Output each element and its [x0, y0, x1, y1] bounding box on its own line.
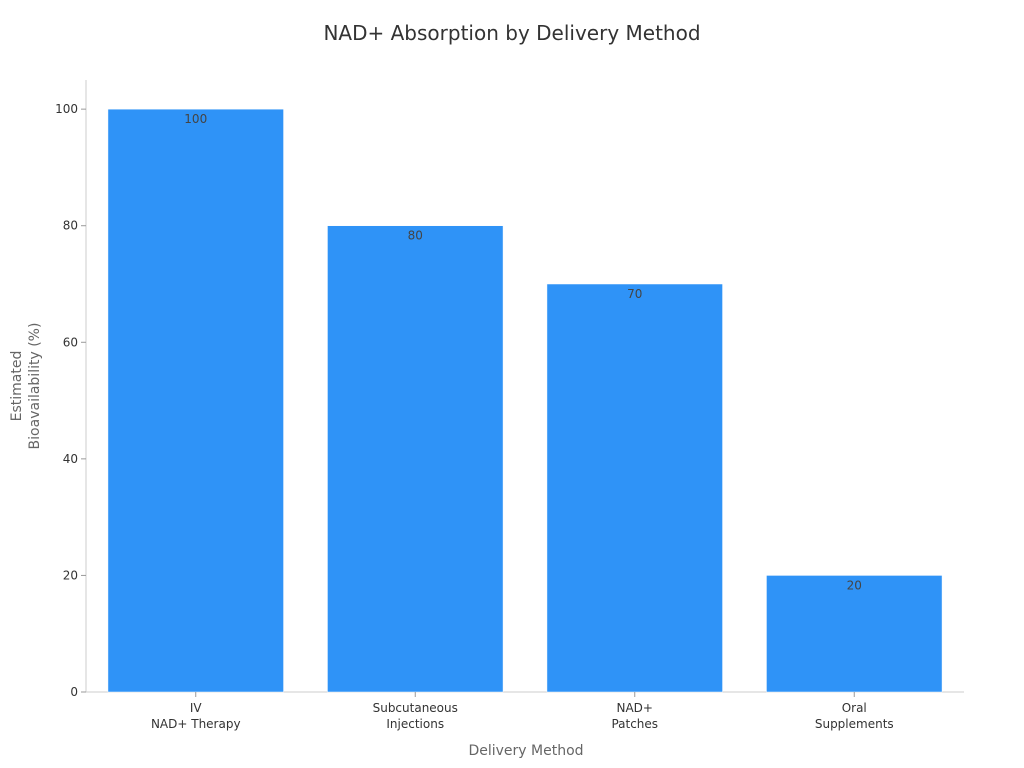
y-axis-title-text: Estimated Bioavailability (%)	[9, 323, 43, 450]
bar	[327, 225, 504, 693]
y-tick-label: 60	[63, 335, 78, 349]
x-tick-label-line: NAD+	[617, 701, 653, 715]
bar	[546, 283, 723, 693]
bar-value-label: 100	[184, 112, 207, 126]
x-tick-label-line: NAD+ Therapy	[151, 717, 241, 731]
y-axis-title-line: Bioavailability (%)	[27, 323, 43, 450]
y-tick-label: 0	[70, 685, 78, 699]
x-tick-label-line: Subcutaneous	[373, 701, 458, 715]
x-ticks: IV NAD+ Therapy Subcutaneous Injections NAD+…	[151, 692, 894, 731]
x-tick-label: NAD+ Patches	[611, 701, 658, 731]
y-tick-label: 40	[63, 452, 78, 466]
y-axis-title-line: Estimated	[9, 351, 25, 422]
y-axis-title: Estimated Bioavailability (%)	[9, 323, 43, 450]
x-tick-label-line: IV	[190, 701, 203, 715]
bar-value-label: 20	[847, 578, 862, 592]
x-tick-label-line: Patches	[611, 717, 658, 731]
bar-value-label: 80	[408, 229, 423, 243]
bar-value-label: 70	[627, 287, 642, 301]
y-tick-label: 100	[55, 102, 78, 116]
chart-title: NAD+ Absorption by Delivery Method	[323, 21, 700, 45]
bars	[107, 108, 943, 693]
x-tick-label-line: Supplements	[815, 717, 894, 731]
bar	[107, 108, 284, 693]
bar	[766, 575, 943, 693]
x-tick-label-line: Oral	[842, 701, 867, 715]
y-ticks: 0 20 40 60 80 100	[55, 102, 86, 699]
data-labels: 100 80 70 20	[184, 112, 862, 592]
y-tick-label: 20	[63, 568, 78, 582]
x-tick-label: Subcutaneous Injections	[373, 701, 458, 731]
y-tick-label: 80	[63, 219, 78, 233]
x-tick-label: IV NAD+ Therapy	[151, 701, 241, 731]
x-tick-label-line: Injections	[386, 717, 444, 731]
x-axis-title: Delivery Method	[468, 743, 583, 759]
x-tick-label: Oral Supplements	[815, 701, 894, 731]
